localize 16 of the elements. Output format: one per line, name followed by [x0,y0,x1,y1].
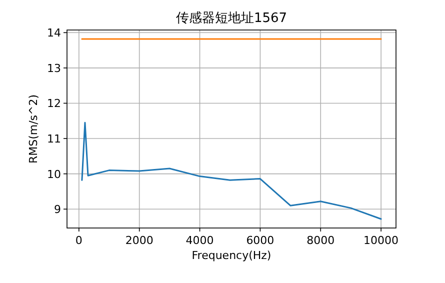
y-tick-label: 10 [47,168,61,181]
chart-title: 传感器短地址1567 [176,11,288,26]
x-tick-label: 10000 [364,234,399,247]
x-tick-label: 6000 [246,234,274,247]
x-tick-label: 0 [75,234,82,247]
x-tick-label: 2000 [125,234,154,247]
y-axis-title: RMS(m/s^2) [27,94,40,164]
x-tick-label: 8000 [306,234,335,247]
x-axis-title: Frequency(Hz) [192,249,272,262]
y-tick-label: 11 [47,132,61,146]
y-tick-label: 14 [47,26,61,40]
x-tick-label: 4000 [186,234,214,247]
line-series [81,122,382,220]
y-tick-label: 13 [47,62,61,75]
y-tick-label: 12 [47,97,61,110]
y-tick-label: 9 [54,203,61,216]
